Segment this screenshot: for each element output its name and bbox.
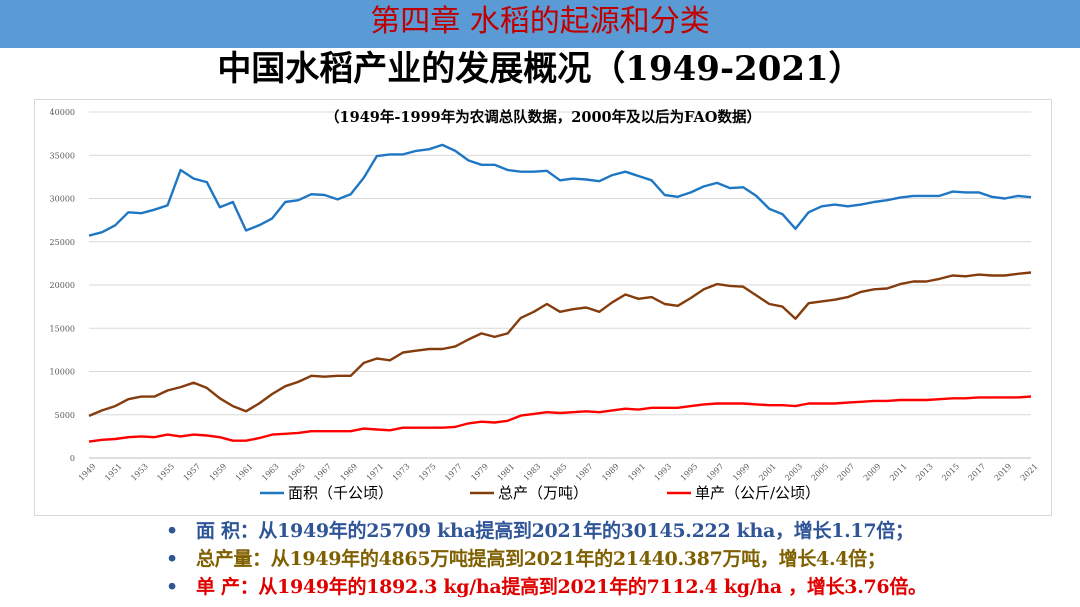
x-tick-label: 1991 bbox=[626, 462, 647, 483]
x-tick-label: 1961 bbox=[234, 462, 255, 483]
x-tick-label: 2007 bbox=[836, 462, 857, 483]
y-tick-label: 10000 bbox=[50, 368, 75, 377]
y-tick-label: 35000 bbox=[50, 151, 75, 160]
x-tick-label: 1959 bbox=[208, 462, 229, 483]
chart-legend: 面积（千公顷） 总产（万吨） 单产（公斤/公顷） bbox=[260, 484, 820, 502]
legend-label: 总产（万吨） bbox=[498, 484, 588, 502]
bullet-dot: • bbox=[166, 576, 178, 598]
x-tick-label: 2021 bbox=[1019, 462, 1040, 483]
x-tick-label: 1979 bbox=[469, 462, 490, 483]
y-axis: 0 5000 10000 15000 20000 25000 30000 35000 40000 bbox=[50, 108, 75, 463]
x-tick-label: 2003 bbox=[783, 462, 804, 483]
x-tick-label: 1989 bbox=[600, 462, 621, 483]
x-tick-label: 2015 bbox=[940, 462, 961, 483]
x-tick-label: 1949 bbox=[77, 462, 98, 483]
summary-list: • 面 积：从1949年的25709 kha提高到2021年的30145.222 … bbox=[166, 517, 1066, 601]
bullet-yield: • 单 产：从1949年的1892.3 kg/ha提高到2021年的7112.4 … bbox=[166, 573, 1066, 601]
chart-svg: 0 5000 10000 15000 20000 25000 30000 35000 40000… bbox=[50, 108, 1040, 502]
y-tick-label: 15000 bbox=[50, 324, 75, 333]
x-tick-label: 2019 bbox=[993, 462, 1014, 483]
bullet-dot: • bbox=[166, 548, 178, 570]
x-tick-label: 1967 bbox=[312, 462, 333, 483]
x-tick-label: 1983 bbox=[522, 462, 543, 483]
x-tick-label: 1995 bbox=[679, 462, 700, 483]
legend-label: 单产（公斤/公顷） bbox=[695, 484, 820, 502]
x-tick-label: 1985 bbox=[548, 462, 569, 483]
bullet-area-text: 面 积：从1949年的25709 kha提高到2021年的30145.222 k… bbox=[196, 520, 914, 542]
bullet-production-text: 总产量：从1949年的4865万吨提高到2021年的21440.387万吨，增长… bbox=[196, 548, 886, 570]
gridlines bbox=[89, 111, 1031, 459]
x-tick-label: 1975 bbox=[417, 462, 438, 483]
x-tick-label: 2001 bbox=[757, 462, 778, 483]
bullet-dot: • bbox=[166, 520, 178, 542]
x-tick-label: 1955 bbox=[155, 462, 176, 483]
x-tick-label: 1997 bbox=[705, 462, 726, 483]
series-line-2 bbox=[88, 395, 1032, 443]
series-line-0 bbox=[88, 143, 1032, 237]
y-tick-label: 0 bbox=[70, 454, 75, 463]
y-tick-label: 40000 bbox=[50, 108, 75, 117]
y-tick-label: 30000 bbox=[50, 195, 75, 204]
x-tick-label: 2005 bbox=[810, 462, 831, 483]
x-tick-label: 1951 bbox=[103, 462, 124, 483]
y-tick-label: 20000 bbox=[50, 281, 75, 290]
series-lines bbox=[88, 143, 1032, 443]
x-axis: 1949 1951 1953 1955 1957 1959 1961 1963 1965 1967… bbox=[77, 462, 1040, 483]
page-title: 中国水稻产业的发展概况（1949-2021） bbox=[217, 49, 863, 89]
chapter-title: 第四章 水稻的起源和分类 bbox=[370, 4, 710, 39]
bullet-area: • 面 积：从1949年的25709 kha提高到2021年的30145.222 … bbox=[166, 517, 1066, 545]
line-chart: 0 5000 10000 15000 20000 25000 30000 35000 40000… bbox=[34, 99, 1052, 516]
x-tick-label: 2009 bbox=[862, 462, 883, 483]
x-tick-label: 1993 bbox=[653, 462, 674, 483]
bullet-yield-text: 单 产：从1949年的1892.3 kg/ha提高到2021年的7112.4 k… bbox=[196, 576, 927, 598]
x-tick-label: 1981 bbox=[496, 462, 517, 483]
x-tick-label: 1987 bbox=[574, 462, 595, 483]
x-tick-label: 2017 bbox=[967, 462, 988, 483]
x-tick-label: 1999 bbox=[731, 462, 752, 483]
x-tick-label: 2011 bbox=[888, 462, 909, 483]
series-line-1 bbox=[88, 271, 1032, 418]
x-tick-label: 1953 bbox=[129, 462, 150, 483]
x-tick-label: 1957 bbox=[182, 462, 203, 483]
header-banner: 第四章 水稻的起源和分类 bbox=[0, 0, 1080, 48]
x-tick-label: 1965 bbox=[286, 462, 307, 483]
y-tick-label: 5000 bbox=[55, 411, 75, 420]
x-tick-label: 1973 bbox=[391, 462, 412, 483]
chart-annotation: （1949年-1999年为农调总队数据，2000年及以后为FAO数据） bbox=[325, 108, 761, 126]
y-tick-label: 25000 bbox=[50, 238, 75, 247]
bullet-production: • 总产量：从1949年的4865万吨提高到2021年的21440.387万吨，增… bbox=[166, 545, 1066, 573]
x-tick-label: 1977 bbox=[443, 462, 464, 483]
legend-label: 面积（千公顷） bbox=[288, 484, 393, 502]
x-tick-label: 1969 bbox=[339, 462, 360, 483]
x-tick-label: 1971 bbox=[365, 462, 386, 483]
x-tick-label: 1963 bbox=[260, 462, 281, 483]
x-tick-label: 2013 bbox=[914, 462, 935, 483]
